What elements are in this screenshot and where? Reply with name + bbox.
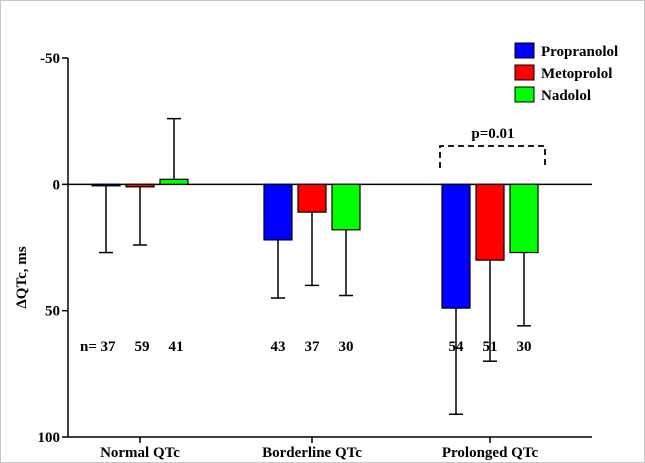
bar xyxy=(297,183,327,213)
axes: -50 0 50 100 ΔQTc, ms Normal QTc Borderline QT… xyxy=(14,51,592,461)
y-tick-label: 50 xyxy=(45,304,60,320)
bar xyxy=(509,183,539,254)
n-value-label: 54 xyxy=(449,339,465,355)
bar xyxy=(263,183,293,241)
n-value-label: 51 xyxy=(483,339,498,355)
n-labels: n= 37 59 41 43 37 30 54 51 30 xyxy=(80,339,532,355)
n-value-label: 41 xyxy=(169,339,184,355)
legend-swatch xyxy=(514,64,535,81)
y-axis-title: ΔQTc, ms xyxy=(14,246,30,308)
y-tick-label: 0 xyxy=(53,177,61,193)
x-category-label: Normal QTc xyxy=(100,445,180,461)
y-tick-label: 100 xyxy=(38,430,61,446)
error-bars xyxy=(99,117,531,416)
legend-swatch xyxy=(514,86,535,103)
n-value-label: 30 xyxy=(517,339,532,355)
bar xyxy=(125,183,155,188)
n-value-label: 37 xyxy=(101,339,117,355)
y-tick-label: -50 xyxy=(40,51,60,67)
significance-annotation: p=0.01 xyxy=(439,126,546,168)
n-prefix-label: n= xyxy=(80,339,97,355)
n-value-label: 43 xyxy=(271,339,286,355)
p-value-label: p=0.01 xyxy=(471,126,514,142)
n-value-label: 37 xyxy=(305,339,321,355)
n-value-label: 30 xyxy=(339,339,354,355)
significance-bracket xyxy=(439,145,546,168)
x-category-label: Prolonged QTc xyxy=(442,445,539,461)
legend-label: Metoprolol xyxy=(541,66,612,82)
legend-label: Propranolol xyxy=(541,44,618,60)
legend-swatch xyxy=(514,42,535,59)
bar xyxy=(475,183,505,261)
x-category-label: Borderline QTc xyxy=(262,445,362,461)
bar xyxy=(441,183,471,309)
bars xyxy=(91,178,539,309)
legend-label: Nadolol xyxy=(541,88,591,104)
n-value-label: 59 xyxy=(135,339,150,355)
bar xyxy=(159,178,189,185)
legend: Propranolol Metoprolol Nadolol xyxy=(514,42,618,104)
bar xyxy=(331,183,361,231)
